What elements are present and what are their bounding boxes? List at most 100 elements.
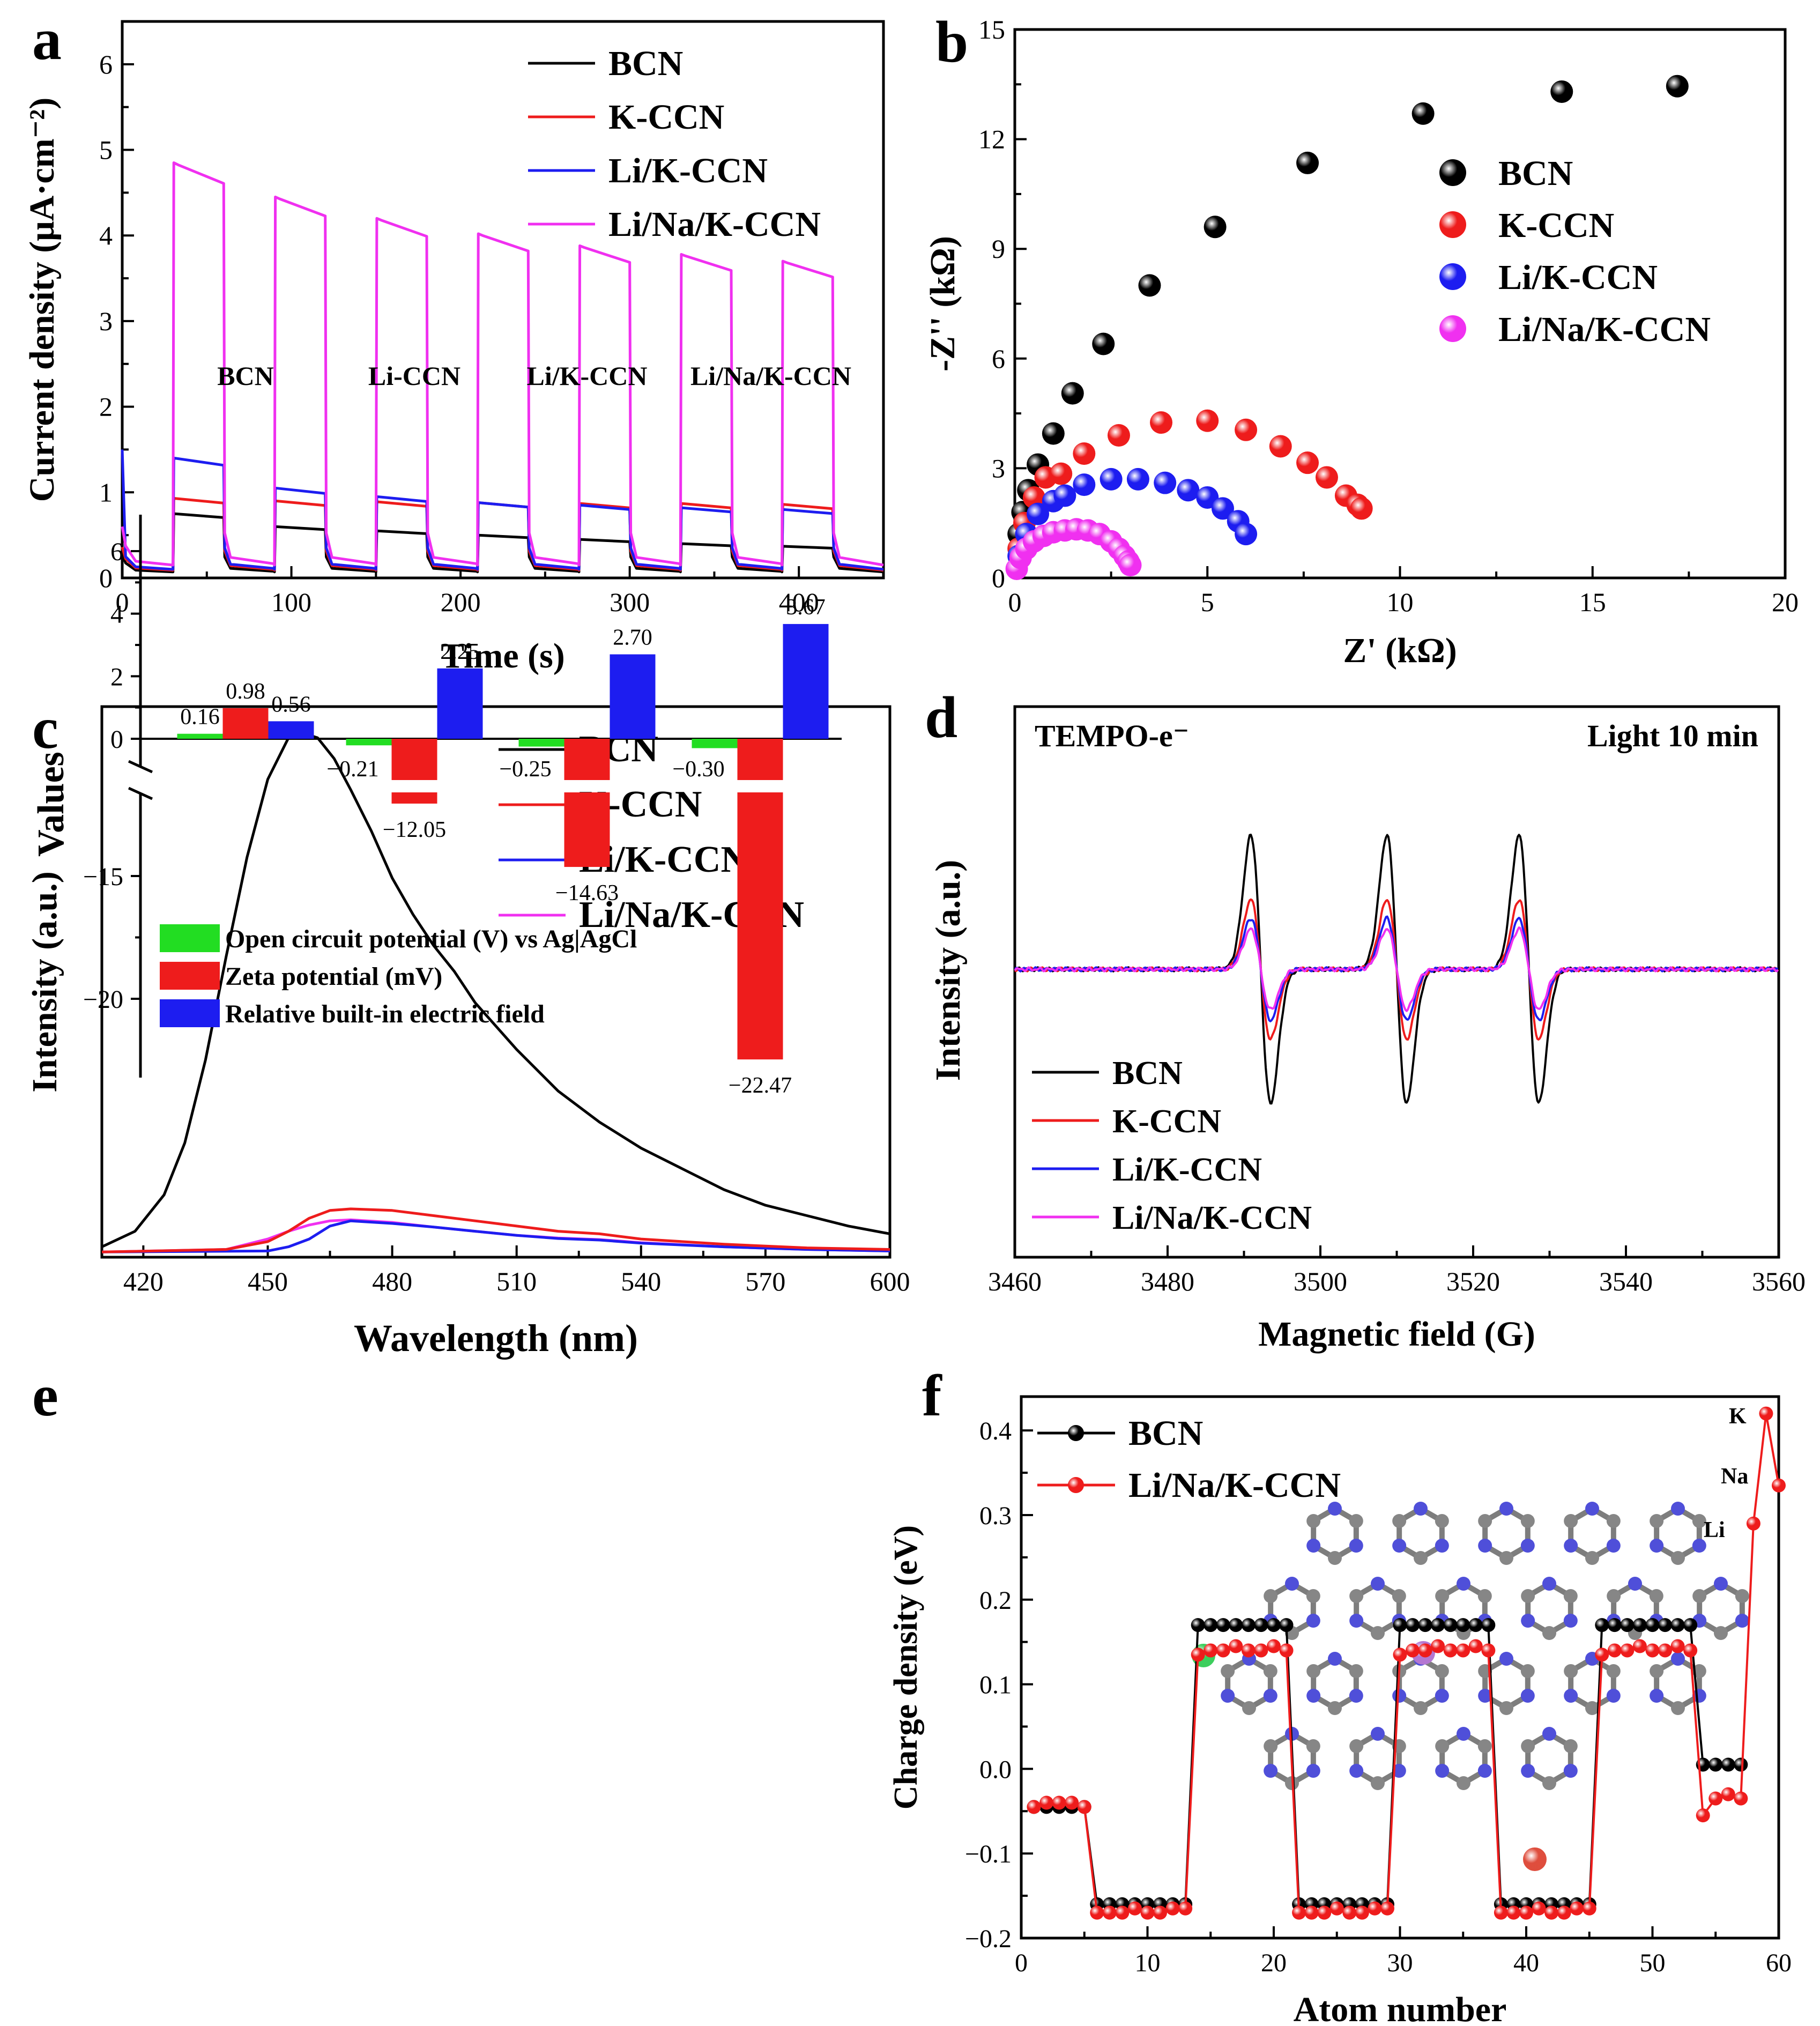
panel-b-point bbox=[1053, 484, 1076, 507]
panel-b-legend-marker bbox=[1439, 315, 1466, 342]
panel-f-molecule-atom bbox=[1478, 1514, 1492, 1528]
panel-b-ytick-label: 9 bbox=[992, 234, 1005, 264]
panel-e-legend-swatch bbox=[160, 924, 220, 952]
panel-f-molecule-atom bbox=[1435, 1689, 1449, 1703]
panel-f-molecule-atom bbox=[1349, 1514, 1363, 1528]
panel-b-legend-marker bbox=[1439, 159, 1466, 186]
panel-e-bar bbox=[346, 739, 392, 746]
panel-b-point bbox=[1666, 75, 1689, 98]
panel-f-legend-marker bbox=[1068, 1477, 1084, 1493]
panel-f-point bbox=[1406, 1643, 1420, 1658]
panel-f-point bbox=[1632, 1639, 1647, 1653]
panel-c-ylabel: Intensity (a.u.) bbox=[25, 871, 64, 1093]
panel-f-molecule-atom bbox=[1371, 1626, 1385, 1640]
panel-b-point bbox=[1177, 479, 1200, 502]
panel-b-xlabel: Z' (kΩ) bbox=[1343, 631, 1457, 670]
panel-f-molecule-atom bbox=[1714, 1626, 1728, 1640]
panel-b-xtick-label: 15 bbox=[1579, 587, 1606, 617]
panel-f-molecule-atom bbox=[1457, 1577, 1470, 1591]
panel-b-legend-label: BCN bbox=[1498, 154, 1573, 193]
panel-f-molecule-atom bbox=[1542, 1626, 1556, 1640]
panel-f-molecule-atom bbox=[1328, 1502, 1342, 1516]
panel-b-ytick-label: 15 bbox=[978, 14, 1005, 44]
panel-a-ytick-label: 6 bbox=[99, 49, 113, 79]
panel-f-point bbox=[1683, 1618, 1698, 1632]
panel-f-molecule-atom bbox=[1499, 1701, 1513, 1715]
panel-a-xtick-label: 200 bbox=[441, 587, 481, 617]
panel-a-legend-label: K-CCN bbox=[608, 98, 724, 137]
panel-f-point bbox=[1204, 1643, 1218, 1658]
panel-f-atom-label-na: Na bbox=[1721, 1464, 1748, 1489]
panel-e-bar bbox=[391, 792, 437, 804]
panel-f-molecule-atom bbox=[1606, 1514, 1621, 1528]
panel-b-xtick-label: 10 bbox=[1387, 587, 1414, 617]
panel-letter-e: e bbox=[32, 1363, 58, 1428]
panel-a-legend-label: Li/K-CCN bbox=[608, 151, 768, 190]
panel-f-molecule-atom bbox=[1564, 1689, 1578, 1703]
panel-a-legend-label: BCN bbox=[608, 44, 683, 83]
panel-b-legend-label: K-CCN bbox=[1498, 206, 1614, 245]
panel-e-bar bbox=[268, 721, 314, 739]
panel-e-bar bbox=[737, 792, 783, 1060]
panel-f-molecule-atom bbox=[1735, 1589, 1749, 1603]
panel-e-category-label: Li/Na/K-CCN bbox=[690, 361, 851, 391]
panel-e-bar bbox=[783, 624, 829, 739]
panel-c-plot-frame bbox=[100, 705, 892, 1259]
panel-e-ytick-label: −20 bbox=[83, 985, 123, 1014]
panel-f-molecule-atom bbox=[1520, 1664, 1535, 1678]
panel-b-point bbox=[1126, 467, 1149, 491]
panel-f-molecule-atom bbox=[1521, 1614, 1535, 1628]
panel-b-point bbox=[1100, 467, 1123, 491]
panel-f-molecule-atom bbox=[1328, 1701, 1342, 1715]
panel-f-molecule-atom bbox=[1671, 1701, 1685, 1715]
panel-f-molecule-atom bbox=[1414, 1502, 1428, 1516]
panel-f-molecule-atom bbox=[1371, 1577, 1385, 1591]
panel-b-point bbox=[1296, 151, 1319, 174]
panel-f-point bbox=[1708, 1791, 1723, 1806]
panel-f-molecule-atom bbox=[1306, 1614, 1320, 1628]
panel-e-bar-label: −22.47 bbox=[729, 1073, 792, 1098]
panel-f-point bbox=[1241, 1618, 1256, 1632]
panel-f-point bbox=[1216, 1618, 1230, 1632]
panel-f-point bbox=[1708, 1757, 1723, 1772]
panel-f-molecule-atom bbox=[1457, 1727, 1470, 1741]
panel-f-xtick-label: 30 bbox=[1387, 1949, 1413, 1977]
panel-f-molecule-atom bbox=[1435, 1739, 1450, 1753]
panel-e-ytick-label: 0 bbox=[110, 725, 123, 754]
panel-d-chart: 3460 3480 3500 3520 3540 3560 Magnetic field (… bbox=[928, 705, 1806, 1354]
panel-f-legend-marker bbox=[1068, 1425, 1084, 1441]
panel-f-molecule-atom bbox=[1221, 1664, 1235, 1678]
panel-b-ytick-label: 6 bbox=[992, 344, 1005, 374]
panel-f-molecule-atom bbox=[1650, 1664, 1664, 1678]
panel-f-molecule-atom bbox=[1520, 1539, 1535, 1553]
panel-f-molecule-atom bbox=[1650, 1539, 1664, 1553]
panel-b-xtick-label: 0 bbox=[1008, 587, 1022, 617]
panel-f-point bbox=[1494, 1905, 1508, 1920]
panel-b-point bbox=[1050, 462, 1073, 485]
panel-b-point bbox=[1235, 418, 1258, 441]
panel-b-chart: 0 5 10 15 20 0 3 6 9 12 15 Z' (kΩ) -Z'' (kΩ) BCN K-CCN… bbox=[923, 14, 1799, 670]
panel-f-molecule-atom bbox=[1692, 1514, 1706, 1528]
panel-e-legend-label: Relative built-in electric field bbox=[225, 1000, 545, 1028]
panel-f-molecule-atom bbox=[1414, 1551, 1428, 1565]
panel-f-molecule-atom bbox=[1349, 1689, 1363, 1703]
panel-f-point bbox=[1254, 1618, 1268, 1632]
panel-f-point bbox=[1115, 1905, 1130, 1920]
panel-c-series-line bbox=[101, 731, 890, 1248]
panel-f-ytick-label: −0.2 bbox=[965, 1925, 1012, 1953]
panel-f-molecule-atom bbox=[1671, 1502, 1685, 1516]
panel-d-title-left: TEMPO-e⁻ bbox=[1035, 718, 1189, 753]
panel-f-molecule-atom bbox=[1606, 1689, 1621, 1703]
panel-f-point bbox=[1557, 1905, 1571, 1920]
panel-b-point bbox=[1154, 471, 1177, 494]
panel-f-molecule-atom bbox=[1435, 1764, 1450, 1778]
panel-f-molecule-atom bbox=[1521, 1739, 1535, 1753]
panel-b-point bbox=[1296, 451, 1319, 474]
panel-b-ytick-label: 3 bbox=[992, 453, 1005, 483]
panel-b-point bbox=[1107, 424, 1130, 447]
panel-f-point bbox=[1607, 1618, 1622, 1632]
panel-letter-d: d bbox=[925, 685, 957, 750]
panel-a-ytick-label: 0 bbox=[99, 563, 113, 593]
panel-f-molecule-atom bbox=[1242, 1701, 1256, 1715]
panel-f-atom-label-k: K bbox=[1729, 1404, 1747, 1429]
